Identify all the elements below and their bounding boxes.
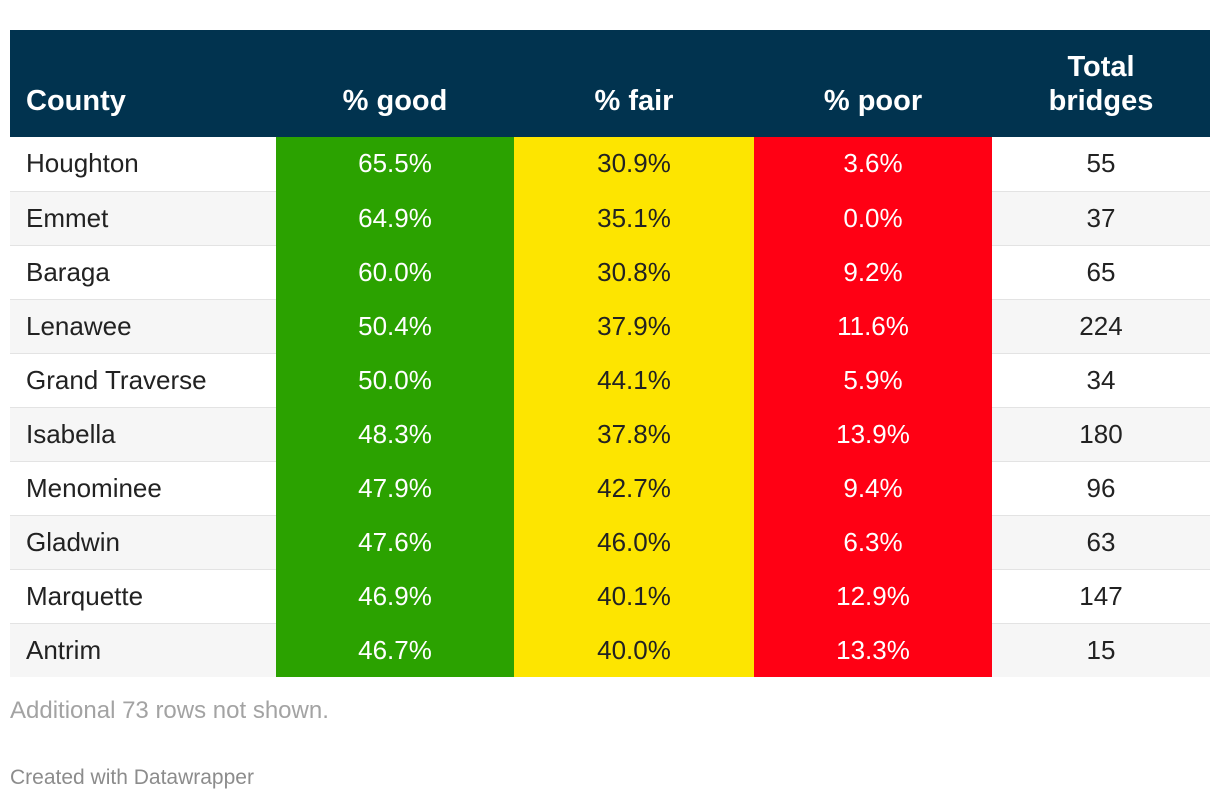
- datawrapper-credit: Created with Datawrapper: [10, 766, 254, 789]
- fair-percent-cell: 44.1%: [514, 352, 754, 407]
- total-bridges-cell: 96: [992, 460, 1210, 515]
- column-header-fair[interactable]: % fair: [594, 85, 674, 117]
- good-percent-cell: 50.0%: [276, 352, 514, 407]
- fair-percent-cell: 40.0%: [514, 622, 754, 677]
- county-cell: Isabella: [10, 406, 276, 461]
- column-header-total-bridges[interactable]: Total bridges: [992, 30, 1210, 137]
- total-bridges-cell: 55: [1086, 148, 1116, 179]
- column-header-poor[interactable]: % poor: [823, 85, 923, 117]
- county-cell: Gladwin: [10, 514, 276, 569]
- good-percent-cell: 64.9%: [276, 190, 514, 245]
- bridge-condition-table: County % good % fair % poor Total bridges…: [10, 30, 1210, 677]
- total-header-line-1: Total: [1067, 51, 1135, 83]
- table-row: Marquette 46.9% 40.1% 12.9% 147: [10, 568, 1210, 623]
- fair-percent-cell: 42.7%: [514, 460, 754, 515]
- fair-percent-cell: 37.9%: [514, 298, 754, 353]
- poor-percent-cell: 5.9%: [754, 352, 992, 407]
- county-cell: Emmet: [10, 190, 276, 245]
- total-bridges-cell: 34: [992, 352, 1210, 407]
- poor-percent-cell: 13.3%: [754, 622, 992, 677]
- county-cell: Baraga: [10, 244, 276, 299]
- county-cell: Antrim: [10, 622, 276, 677]
- poor-percent-cell: 6.3%: [754, 514, 992, 569]
- table-row: Lenawee 50.4% 37.9% 11.6% 224: [10, 298, 1210, 353]
- table-row: Gladwin 47.6% 46.0% 6.3% 63: [10, 514, 1210, 569]
- county-cell: Grand Traverse: [10, 352, 276, 407]
- column-header-county[interactable]: County: [26, 85, 126, 117]
- county-cell: Houghton: [26, 148, 139, 179]
- poor-percent-cell: 0.0%: [754, 190, 992, 245]
- good-percent-cell: 65.5%: [276, 137, 514, 191]
- header-row: County % good % fair % poor Total bridges: [10, 30, 1210, 137]
- good-percent-cell: 47.9%: [276, 460, 514, 515]
- fair-percent-cell: 40.1%: [514, 568, 754, 623]
- table-row: Emmet 64.9% 35.1% 0.0% 37: [10, 190, 1210, 245]
- poor-percent-cell: 11.6%: [754, 298, 992, 353]
- table-row: Antrim 46.7% 40.0% 13.3% 15: [10, 622, 1210, 677]
- rows-not-shown-note: Additional 73 rows not shown.: [10, 697, 329, 724]
- poor-percent-cell: 13.9%: [754, 406, 992, 461]
- total-bridges-cell: 63: [992, 514, 1210, 569]
- poor-percent-cell: 9.2%: [754, 244, 992, 299]
- good-percent-cell: 60.0%: [276, 244, 514, 299]
- total-bridges-cell: 65: [992, 244, 1210, 299]
- table-row: Isabella 48.3% 37.8% 13.9% 180: [10, 406, 1210, 461]
- total-bridges-cell: 180: [992, 406, 1210, 461]
- county-cell: Menominee: [10, 460, 276, 515]
- total-header-line-2: bridges: [1048, 85, 1154, 117]
- table-header: County % good % fair % poor Total bridges: [10, 30, 1210, 137]
- total-bridges-cell: 37: [992, 190, 1210, 245]
- column-header-good[interactable]: % good: [342, 85, 448, 117]
- data-table: County % good % fair % poor Total bridges…: [10, 30, 1210, 677]
- table-body: Houghton 65.5% 30.9% 3.6% 55 Emmet 64.9% 35.1% 0…: [10, 137, 1210, 677]
- good-percent-cell: 47.6%: [276, 514, 514, 569]
- total-bridges-cell: 15: [992, 622, 1210, 677]
- fair-percent-cell: 30.9%: [514, 137, 754, 191]
- good-percent-cell: 46.7%: [276, 622, 514, 677]
- good-percent-cell: 46.9%: [276, 568, 514, 623]
- fair-percent-cell: 37.8%: [514, 406, 754, 461]
- poor-percent-cell: 3.6%: [754, 137, 992, 191]
- fair-percent-cell: 30.8%: [514, 244, 754, 299]
- table-row: Houghton 65.5% 30.9% 3.6% 55: [10, 137, 1210, 191]
- county-cell: Marquette: [10, 568, 276, 623]
- poor-percent-cell: 9.4%: [754, 460, 992, 515]
- total-bridges-cell: 224: [992, 298, 1210, 353]
- good-percent-cell: 48.3%: [276, 406, 514, 461]
- county-cell: Lenawee: [10, 298, 276, 353]
- fair-percent-cell: 35.1%: [514, 190, 754, 245]
- fair-percent-cell: 46.0%: [514, 514, 754, 569]
- good-percent-cell: 50.4%: [276, 298, 514, 353]
- table-row: Baraga 60.0% 30.8% 9.2% 65: [10, 244, 1210, 299]
- table-row: Grand Traverse 50.0% 44.1% 5.9% 34: [10, 352, 1210, 407]
- table-row: Menominee 47.9% 42.7% 9.4% 96: [10, 460, 1210, 515]
- total-bridges-cell: 147: [992, 568, 1210, 623]
- poor-percent-cell: 12.9%: [754, 568, 992, 623]
